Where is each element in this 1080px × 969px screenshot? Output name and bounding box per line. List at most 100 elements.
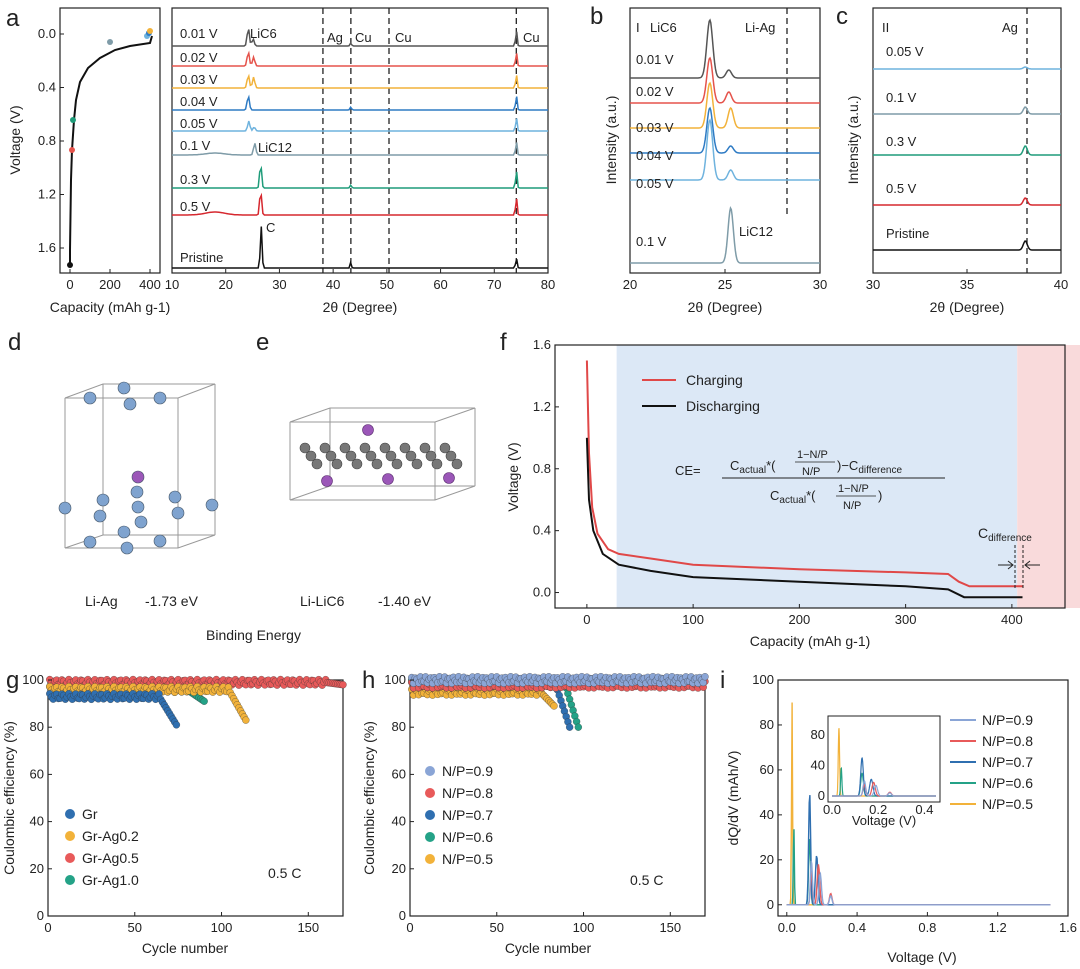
panel-f-xlabel: Capacity (mAh g-1) bbox=[750, 633, 871, 649]
pa-main-x-tick-label: 50 bbox=[380, 277, 394, 292]
panel-b-roman: I bbox=[636, 20, 640, 35]
xrd-label-0.03v: 0.03 V bbox=[180, 72, 218, 87]
carbon-atom bbox=[405, 450, 417, 462]
panel-h-xlabel: Cycle number bbox=[505, 940, 592, 956]
pf-x-tick-label: 300 bbox=[895, 612, 917, 627]
carbon-atom bbox=[439, 442, 451, 454]
panel-i-inset-traces bbox=[832, 728, 936, 797]
pa-main-x-tick-label: 70 bbox=[487, 277, 501, 292]
panel-d-energy: -1.73 eV bbox=[145, 593, 199, 609]
ag-atom bbox=[117, 381, 131, 395]
pi-x-tick-label: 0.0 bbox=[778, 920, 796, 935]
pc-label-0.3V: 0.3 V bbox=[886, 134, 917, 149]
pb-label-0.03V: 0.03 V bbox=[636, 120, 674, 135]
carbon-atom bbox=[391, 458, 403, 470]
pi-inset-ytick: 0 bbox=[818, 788, 825, 803]
ph-legend-label: N/P=0.9 bbox=[442, 763, 493, 779]
panel-b-xticks: 20 25 30 bbox=[623, 269, 827, 292]
pg-point-Gr-Ag0.5 bbox=[339, 681, 347, 689]
pi-trace-N/P=0.8 bbox=[786, 864, 1051, 906]
panel-a-main-xlabel: 2θ (Degree) bbox=[323, 299, 398, 315]
marker-0.5v bbox=[69, 147, 75, 153]
ag-atom bbox=[205, 498, 219, 512]
pa-left-x-tick-label: 0 bbox=[66, 277, 73, 292]
pa-left-x-tick-label: 200 bbox=[99, 277, 121, 292]
pg-y-tick-label: 80 bbox=[30, 719, 44, 734]
pg-point-Gr-Ag0.2 bbox=[242, 716, 250, 724]
xrd-label-0.3v: 0.3 V bbox=[180, 172, 211, 187]
carbon-atom bbox=[359, 442, 371, 454]
ref-label-cu-2: Cu bbox=[395, 30, 412, 45]
pa-main-x-tick-label: 30 bbox=[272, 277, 286, 292]
pc-trace-0.1V bbox=[873, 106, 1061, 115]
panel-g-rate: 0.5 C bbox=[268, 865, 301, 881]
peak-label-lic12: LiC12 bbox=[258, 140, 292, 155]
carbon-atom bbox=[319, 442, 331, 454]
ph-legend-label: N/P=0.8 bbox=[442, 785, 493, 801]
pi-legend-label: N/P=0.9 bbox=[982, 712, 1033, 728]
panel-label-i: i bbox=[720, 667, 725, 694]
marker-0.03v bbox=[147, 28, 153, 34]
peak-label-lic6: LiC6 bbox=[250, 26, 277, 41]
pb-x-tick-label: 20 bbox=[623, 277, 637, 292]
svg-text:): ) bbox=[878, 488, 882, 503]
pb-trace-0.1V bbox=[630, 206, 820, 264]
pi-y-tick-label: 0 bbox=[767, 897, 774, 912]
xrd-trace-0.04v bbox=[172, 94, 548, 111]
panel-h-rate: 0.5 C bbox=[630, 872, 663, 888]
voltage-profile-curve bbox=[69, 35, 153, 265]
ag-atom bbox=[168, 490, 182, 504]
carbon-atom bbox=[331, 458, 343, 470]
pg-legend-swatch bbox=[65, 831, 75, 841]
pc-x-tick-label: 40 bbox=[1054, 277, 1068, 292]
shaded-region-1 bbox=[1017, 345, 1080, 608]
pi-inset-trace-N/P=0.9 bbox=[832, 780, 936, 797]
panel-c-traces: 0.05 V 0.1 V 0.3 V 0.5 V Pristine bbox=[873, 44, 1061, 251]
panel-d-caption: Li-Ag bbox=[85, 593, 118, 609]
carbon-atom bbox=[365, 450, 377, 462]
panel-f-ylabel: Voltage (V) bbox=[505, 442, 521, 511]
panel-label-e: e bbox=[256, 329, 269, 356]
panel-f: 0 100 200 300 400 0.0 0.4 0.8 1.2 1.6 Voltage (V… bbox=[505, 337, 1080, 649]
pa-main-x-tick-label: 40 bbox=[326, 277, 340, 292]
pg-legend-swatch bbox=[65, 875, 75, 885]
panel-i-xticks: 0.0 0.4 0.8 1.2 1.6 bbox=[778, 912, 1077, 935]
panel-g-ylabel: Coulombic efficiency (%) bbox=[1, 721, 17, 875]
pf-y-tick-label: 0.0 bbox=[533, 585, 551, 600]
ph-x-tick-label: 150 bbox=[659, 920, 681, 935]
pa-left-y-tick-label: 0.4 bbox=[38, 80, 56, 95]
ph-legend-label: N/P=0.6 bbox=[442, 829, 493, 845]
ph-legend-swatch bbox=[425, 766, 435, 776]
pa-left-y-tick-label: 0.8 bbox=[38, 133, 56, 148]
pb-trace-0.05V bbox=[630, 118, 820, 181]
pc-trace-0.5V bbox=[873, 197, 1061, 206]
panel-i-legend: N/P=0.9 N/P=0.8 N/P=0.7 N/P=0.6 N/P=0.5 bbox=[950, 712, 1033, 812]
pc-label-0.05V: 0.05 V bbox=[886, 44, 924, 59]
pi-inset-xtick: 0.4 bbox=[915, 802, 933, 817]
ag-atom bbox=[93, 509, 107, 523]
ref-label-ag: Ag bbox=[327, 30, 343, 45]
panel-a-left-ylabel: Voltage (V) bbox=[7, 105, 23, 174]
ph-y-tick-label: 0 bbox=[399, 908, 406, 923]
pb-label-0.05V: 0.05 V bbox=[636, 176, 674, 191]
ph-legend-label: N/P=0.7 bbox=[442, 807, 493, 823]
ag-atom bbox=[171, 506, 185, 520]
pf-y-tick-label: 1.6 bbox=[533, 337, 551, 352]
ag-atom bbox=[83, 535, 97, 549]
ag-atom bbox=[153, 391, 167, 405]
panel-c-ylabel: Intensity (a.u.) bbox=[845, 96, 861, 185]
panel-g-xticks: 0 50 100 150 bbox=[44, 912, 319, 935]
pf-x-tick-label: 100 bbox=[682, 612, 704, 627]
panel-c-peak-ag: Ag bbox=[1002, 20, 1018, 35]
pi-y-tick-label: 20 bbox=[760, 852, 774, 867]
panel-f-yticks: 0.0 0.4 0.8 1.2 1.6 bbox=[533, 337, 559, 600]
ag-atom bbox=[96, 493, 110, 507]
pc-label-Pristine: Pristine bbox=[886, 226, 929, 241]
pi-x-tick-label: 0.8 bbox=[918, 920, 936, 935]
peak-label-c: C bbox=[266, 220, 275, 235]
panel-a: 0.0 0.4 0.8 1.2 1.6 0 200 400 Voltage (V) Capa… bbox=[7, 7, 555, 315]
panel-d-structure: Li-Ag -1.73 eV bbox=[58, 381, 219, 609]
panel-label-g: g bbox=[6, 667, 19, 694]
marker-0.3v bbox=[70, 117, 76, 123]
panel-label-b: b bbox=[590, 3, 603, 30]
